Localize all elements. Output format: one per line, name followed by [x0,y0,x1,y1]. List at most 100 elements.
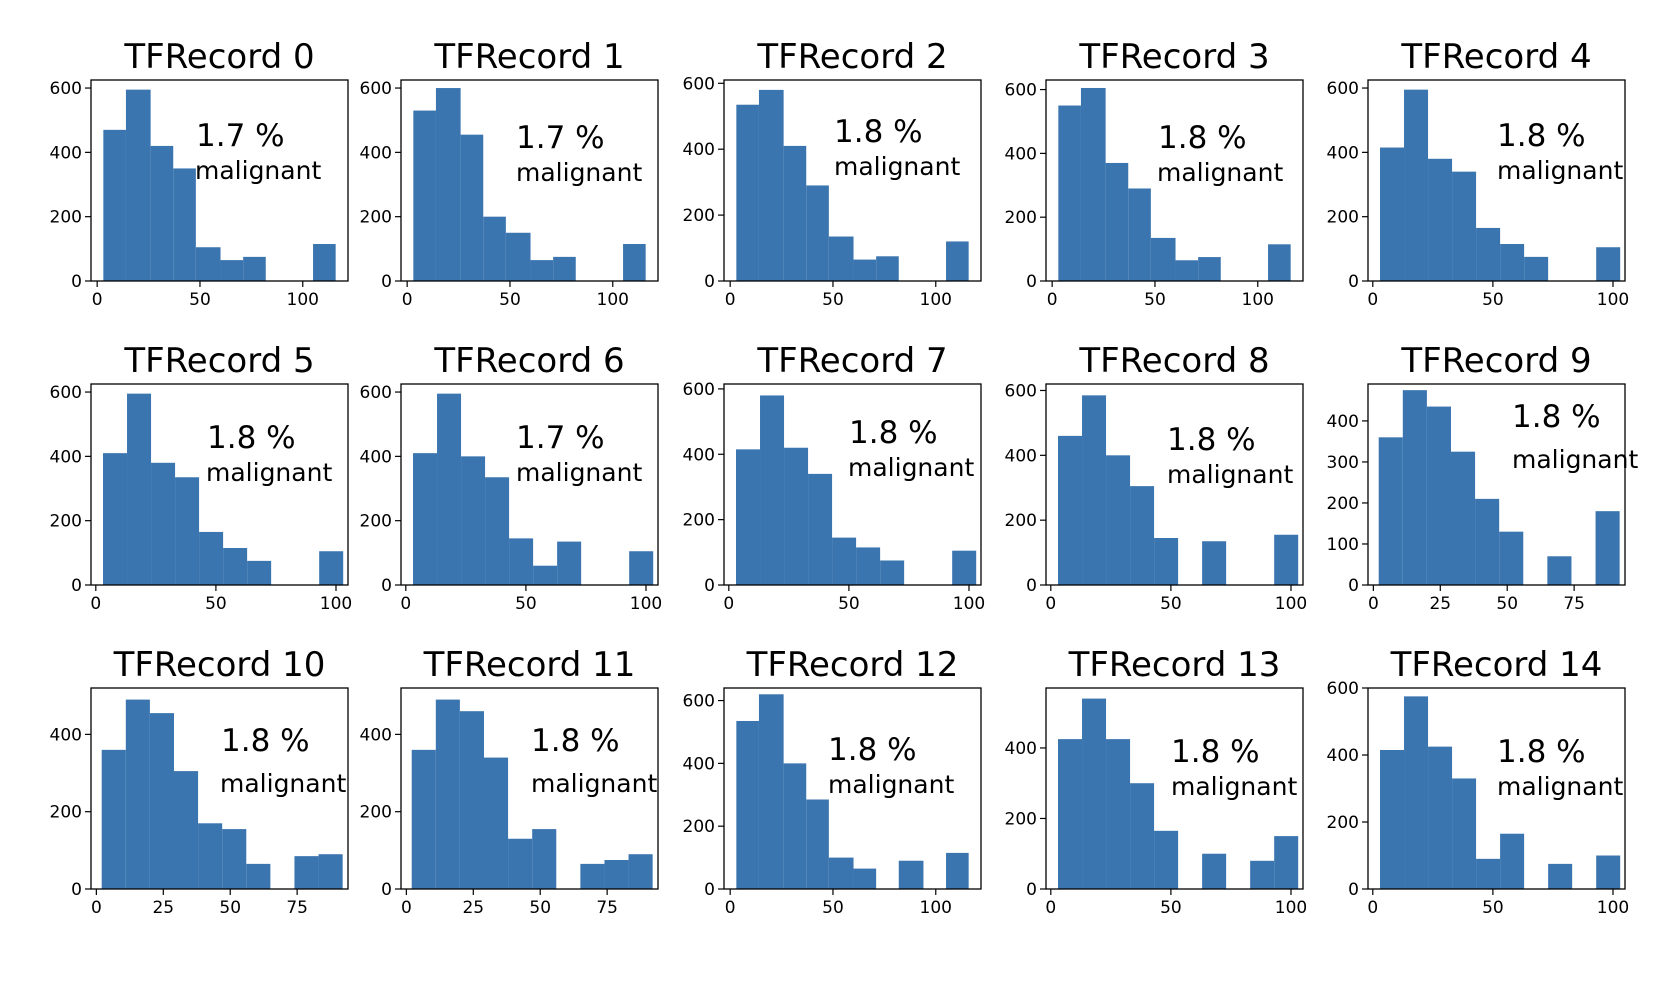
x-tick-label: 0 [1368,594,1379,614]
y-tick-label: 600 [1327,679,1359,699]
y-tick-label: 200 [683,511,715,531]
x-tick-label: 50 [1482,898,1504,918]
histogram-bar [1082,698,1107,889]
histogram-panel-14: TFRecord 14 0 50 100 0 200 400 600 1.8 %malignan… [1327,645,1630,918]
y-tick-label: 400 [1005,446,1037,466]
y-tick-label: 600 [360,383,392,403]
y-tick-label: 600 [683,74,715,94]
malignant-text-label: malignant [220,769,346,798]
histogram-bar [173,168,196,281]
y-tick-label: 400 [683,445,715,465]
malignant-text-label: malignant [1497,772,1623,801]
histogram-bar [1595,511,1620,585]
histogram-bar [853,868,877,889]
histogram-bar [1428,158,1453,281]
histogram-bar [946,852,969,889]
histogram-panel-10: TFRecord 10 0 25 50 75 0 200 400 1.8 % malignant [50,645,349,918]
histogram-bar [150,145,174,281]
histogram-bar [784,447,809,585]
histogram-bar [151,462,176,585]
x-tick-label: 50 [822,290,844,310]
malignant-text-label: malignant [834,152,960,181]
histogram-bar [530,260,554,281]
histogram-bar [505,232,531,281]
x-tick-label: 0 [1367,290,1378,310]
histogram-bar [880,560,905,585]
histogram-bar [553,256,576,281]
histogram-bar [1524,256,1549,281]
axes-frame [400,383,659,586]
histogram-bar [485,477,510,585]
histogram-bar [125,699,150,889]
x-tick-label: 50 [529,898,551,918]
y-tick-label: 0 [71,880,82,900]
histogram-bar [1475,498,1500,585]
x-tick-label: 100 [287,290,319,310]
histogram-bar [1058,105,1081,282]
histogram-bar [828,236,854,281]
malignant-text-label: malignant [1512,445,1638,474]
histogram-bar [103,129,126,281]
y-tick-label: 200 [1327,494,1359,514]
x-tick-label: 0 [1045,898,1056,918]
histogram-panel-3: TFRecord 3 0 50 100 0 200 400 600 1.8 %malignant [1005,37,1304,310]
x-tick-label: 0 [1367,898,1378,918]
y-tick-label: 600 [50,383,82,403]
histogram-bar [173,771,199,889]
x-tick-label: 25 [152,898,174,918]
y-tick-label: 400 [1327,412,1359,432]
malignant-percent-label: 1.8 % [849,415,938,451]
x-tick-label: 100 [953,594,985,614]
y-tick-label: 0 [1348,880,1359,900]
histogram-bar [1452,171,1477,281]
histogram-bar [1080,87,1106,281]
histogram-panel-8: TFRecord 8 0 50 100 0 200 400 600 1.8 %malignant [1005,341,1308,614]
panel-title: TFRecord 0 [123,37,314,77]
panel-title: TFRecord 11 [423,645,636,685]
histogram-bar [1268,244,1291,281]
histogram-bar [1476,227,1501,281]
histogram-bar [483,216,506,281]
histogram-bar [1198,257,1221,281]
histogram-panel-7: TFRecord 7 0 50 100 0 200 400 600 1.8 %malignant [683,341,986,614]
axes-frame [400,687,659,890]
y-tick-label: 200 [1005,809,1037,829]
panel-title: TFRecord 14 [1390,645,1603,685]
x-tick-label: 100 [630,594,662,614]
x-tick-label: 50 [219,898,241,918]
y-tick-label: 600 [360,79,392,99]
histogram-panel-5: TFRecord 5 0 50 100 0 200 400 600 1.8 %malignant [50,341,353,614]
malignant-text-label: malignant [828,770,954,799]
x-tick-label: 100 [1597,290,1629,310]
histogram-bar [1106,455,1131,585]
panel-title: TFRecord 12 [746,645,959,685]
histogram-bar [247,560,272,585]
panel-title: TFRecord 5 [123,341,314,381]
histogram-bar [413,453,438,585]
x-tick-label: 50 [189,290,211,310]
histogram-bar [435,88,461,281]
histogram-bar [1596,855,1621,889]
malignant-text-label: malignant [1171,772,1297,801]
histogram-bar [1378,437,1403,585]
histogram-bar [1402,390,1427,585]
y-tick-label: 200 [1327,813,1359,833]
histogram-bar [195,247,221,281]
x-tick-label: 0 [91,898,102,918]
y-tick-label: 400 [360,725,392,745]
y-tick-label: 0 [1026,880,1037,900]
histogram-panel-2: TFRecord 2 0 50 100 0 200 400 600 1.8 %malignant [683,37,982,310]
histogram-bar [1130,783,1155,889]
axes-frame [90,79,349,282]
malignant-percent-label: 1.8 % [207,420,296,456]
histogram-bar [1548,863,1573,889]
histogram-bar [806,185,829,281]
histogram-bar [1082,395,1107,585]
histogram-bar [604,860,629,889]
axes-frame [1367,687,1626,890]
histogram-bar [532,829,557,889]
histogram-bar [435,699,460,889]
histogram-bar [1426,406,1451,585]
malignant-text-label: malignant [1157,158,1283,187]
histogram-bar [557,541,582,585]
